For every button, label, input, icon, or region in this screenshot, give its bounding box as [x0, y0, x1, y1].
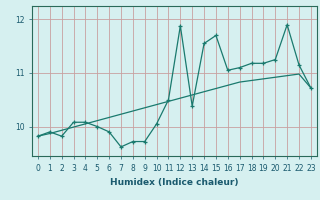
- X-axis label: Humidex (Indice chaleur): Humidex (Indice chaleur): [110, 178, 239, 187]
